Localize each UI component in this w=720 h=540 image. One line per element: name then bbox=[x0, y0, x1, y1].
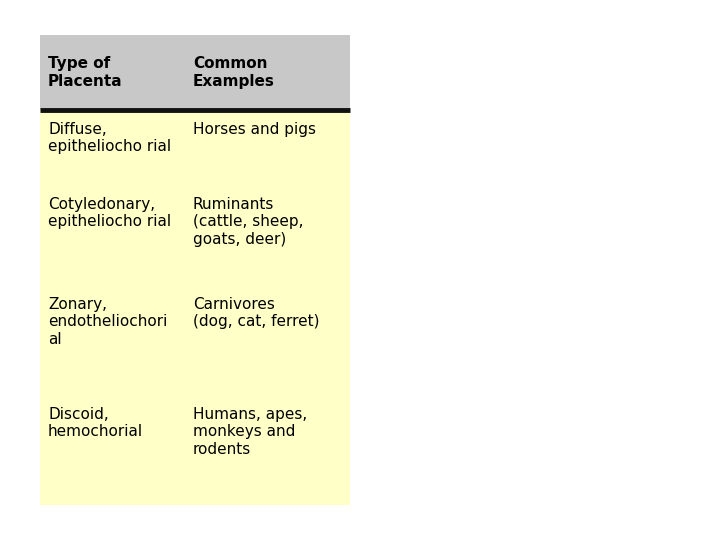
Text: Cotyledonary,
epitheliocho rial: Cotyledonary, epitheliocho rial bbox=[48, 197, 171, 230]
Bar bbox=[40, 110, 350, 505]
Text: Humans, apes,
monkeys and
rodents: Humans, apes, monkeys and rodents bbox=[193, 407, 307, 457]
Text: Common
Examples: Common Examples bbox=[193, 56, 275, 89]
Text: Zonary,
endotheliochori
al: Zonary, endotheliochori al bbox=[48, 297, 167, 347]
Text: Type of
Placenta: Type of Placenta bbox=[48, 56, 122, 89]
Text: Horses and pigs: Horses and pigs bbox=[193, 122, 316, 137]
Text: Diffuse,
epitheliocho rial: Diffuse, epitheliocho rial bbox=[48, 122, 171, 154]
Text: Discoid,
hemochorial: Discoid, hemochorial bbox=[48, 407, 143, 440]
Bar bbox=[40, 35, 350, 110]
Text: Ruminants
(cattle, sheep,
goats, deer): Ruminants (cattle, sheep, goats, deer) bbox=[193, 197, 304, 247]
Text: Carnivores
(dog, cat, ferret): Carnivores (dog, cat, ferret) bbox=[193, 297, 320, 329]
